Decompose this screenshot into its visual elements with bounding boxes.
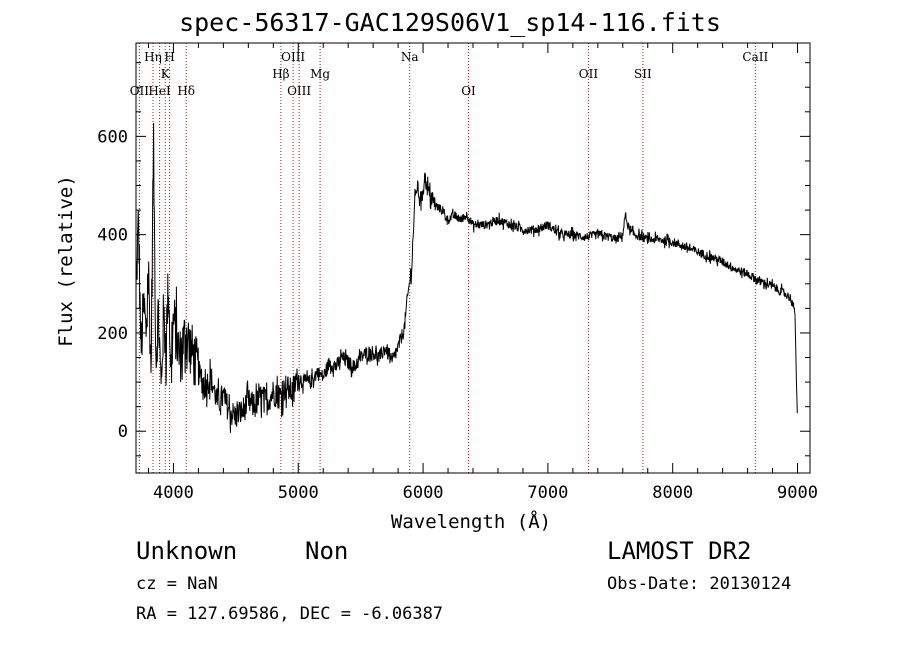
spectral-line-label: OII [130,84,150,98]
x-tick-label: 9000 [777,483,818,503]
x-tick-label: 5000 [278,483,319,503]
x-tick-label: 6000 [403,483,444,503]
spectral-line-label: HeI [148,84,171,98]
spectrum-series-line [135,123,798,434]
y-tick-label: 0 [118,422,128,442]
x-tick-label: 4000 [153,483,194,503]
chart-title: spec-56317-GAC129S06V1_sp14-116.fits [179,8,721,37]
x-axis-ticks: 4000 5000 6000 7000 8000 9000 [147,43,818,503]
redshift-readout: cz = NaN [136,574,218,594]
object-class-label: Unknown [136,537,238,565]
y-axis-label: Flux (relative) [55,175,77,347]
spectral-line-label: Na [401,50,419,64]
x-axis-label: Wavelength (Å) [391,510,551,533]
spectral-line-label: Mg [310,67,330,81]
y-tick-label: 400 [97,226,128,246]
spectral-line-label: Hδ [177,84,195,98]
spectral-line-label: H [164,50,174,64]
coordinates-readout: RA = 127.69586, DEC = -6.06387 [136,604,444,624]
spectral-line-label: OI [461,84,476,98]
obs-date-readout: Obs-Date: 20130124 [607,574,792,594]
spectral-line-label: K [161,67,171,81]
object-subclass-label: Non [305,537,349,565]
spectral-line-label: OIII [281,50,305,64]
spectral-line-label: Hβ [272,67,289,81]
spectral-line-label: SII [634,67,652,81]
spectral-line-label: OII [579,67,599,81]
x-tick-label: 7000 [527,483,568,503]
survey-label: LAMOST DR2 [607,537,752,565]
spectral-line-label: Hη [144,50,162,64]
x-tick-label: 8000 [652,483,693,503]
spectral-line-markers [138,43,756,473]
y-axis-ticks: 0 200 400 600 [97,62,810,457]
spectral-line-labels: OII Hη HeI KH Hδ Hβ OIII OIII Mg Na OI OII SII CaII [130,50,769,98]
spectral-line-label: OIII [287,84,311,98]
spectral-line-label: CaII [742,50,768,64]
y-tick-label: 200 [97,324,128,344]
y-tick-label: 600 [97,127,128,147]
